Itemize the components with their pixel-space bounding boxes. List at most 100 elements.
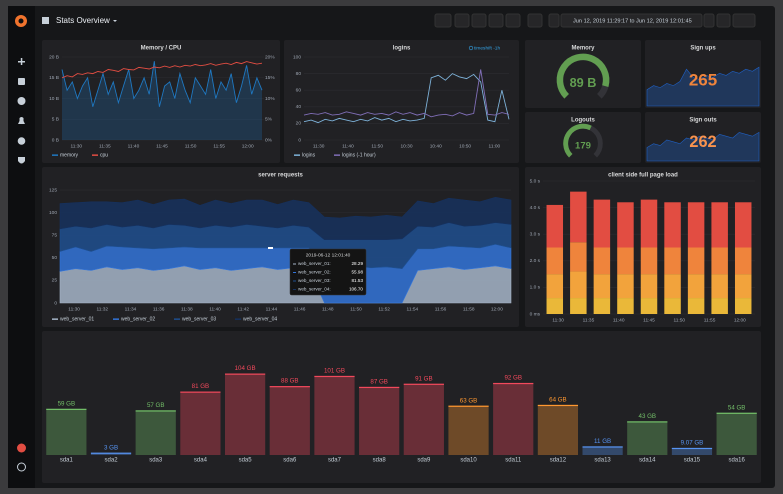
x-tick-label: 11:55 <box>213 143 225 149</box>
time-range[interactable]: Jun 12, 2019 11:29:17 to Jun 12, 2019 12… <box>573 18 692 24</box>
gauge-label: 179 <box>575 141 591 152</box>
panel-title: Memory / CPU <box>141 46 182 52</box>
panel-title: client side full page load <box>608 173 678 179</box>
panel <box>645 40 761 108</box>
bar-cap <box>269 386 310 388</box>
bar-category: sda16 <box>728 458 745 464</box>
panel <box>284 40 519 163</box>
bar-value-label: 9.07 GB <box>681 440 704 447</box>
bar-category: sda4 <box>194 458 208 464</box>
hover-marker <box>268 247 274 249</box>
bar-segment <box>617 298 634 314</box>
y-tick-label: 5 B <box>52 117 59 123</box>
dashboard-icon <box>42 17 49 24</box>
panel-title: Logouts <box>571 118 595 124</box>
series-fill <box>62 61 262 141</box>
tooltip-name: web_server_02: <box>298 270 331 275</box>
stacked-area <box>59 196 512 240</box>
legend-swatch <box>92 154 98 156</box>
stat-value: 265 <box>689 70 717 89</box>
y-tick-label: 20 B <box>49 54 59 60</box>
bar-segment <box>570 191 587 243</box>
bar-value-label: 81 GB <box>192 383 210 390</box>
add-panel-button[interactable] <box>434 13 452 28</box>
panel-title: Sign ups <box>690 46 716 52</box>
annotation: timeshift -1h <box>474 45 500 51</box>
dashboard-title[interactable]: Stats Overview <box>56 16 110 25</box>
x-tick-label: 12:00 <box>491 306 503 312</box>
zoom-button[interactable] <box>716 13 731 28</box>
refresh-button[interactable] <box>732 13 756 28</box>
star-button[interactable] <box>454 13 470 28</box>
x-tick-label: 11:50 <box>673 317 685 323</box>
bar-value-label: 54 GB <box>728 404 746 411</box>
legend-swatch <box>334 154 340 156</box>
x-tick-label: 10:30 <box>400 143 412 149</box>
bar-cap <box>716 412 757 414</box>
bar-value-label: 43 GB <box>639 413 657 420</box>
y-tick-label: 0 <box>54 300 57 306</box>
panel-title: server requests <box>258 173 303 179</box>
time-back-button[interactable] <box>548 13 560 28</box>
bar-segment <box>546 204 564 248</box>
legend-label: logins <box>302 152 316 158</box>
time-forward-button[interactable] <box>703 13 715 28</box>
bar-cap <box>493 382 534 385</box>
bar-segment <box>711 202 728 248</box>
y-tick-label: 5.0 s <box>530 178 541 184</box>
tv-button[interactable] <box>527 13 543 28</box>
bar-segment <box>734 247 752 275</box>
tooltip-swatch <box>293 289 297 290</box>
gauge-value <box>556 53 610 99</box>
share-button[interactable] <box>471 13 487 28</box>
alert-icon[interactable] <box>18 117 25 124</box>
y-tick-label: 80 <box>296 71 302 77</box>
legend-swatch <box>294 154 300 156</box>
avatar[interactable] <box>17 443 26 453</box>
y-tick-label: 0 B <box>52 137 59 143</box>
bar <box>46 408 87 455</box>
bar-segment <box>734 202 752 248</box>
tooltip-value: 81.53 <box>352 278 364 283</box>
bar-cap <box>359 386 400 389</box>
settings-button[interactable] <box>505 13 521 28</box>
x-tick-label: 11:40 <box>342 143 354 149</box>
x-tick-label: 11:46 <box>294 306 306 312</box>
add-icon[interactable] <box>20 58 23 65</box>
legend-swatch <box>235 318 241 320</box>
sidebar <box>8 6 35 488</box>
bar-cap <box>537 404 579 407</box>
bar-category: sda2 <box>105 458 119 464</box>
shield-icon[interactable] <box>18 157 25 164</box>
dashboards-icon[interactable] <box>18 78 25 85</box>
x-tick-label: 11:58 <box>463 306 475 312</box>
bar-segment <box>734 274 752 299</box>
logo-hole <box>18 18 24 24</box>
x-tick-label: 12:00 <box>734 317 746 323</box>
explore-icon[interactable] <box>17 97 26 105</box>
time-picker[interactable] <box>560 13 703 28</box>
y-tick-label: 15 B <box>49 75 59 81</box>
series-line <box>61 61 263 79</box>
help-icon[interactable] <box>17 462 26 472</box>
config-icon[interactable] <box>17 137 26 145</box>
legend-swatch <box>52 318 58 320</box>
bar-segment <box>570 298 587 314</box>
bar-value-label: 92 GB <box>504 375 522 382</box>
save-button[interactable] <box>488 13 504 28</box>
legend-swatch <box>52 154 58 156</box>
bar-category: sda3 <box>149 458 163 464</box>
bar-value-label: 59 GB <box>58 400 76 407</box>
bar-category: sda10 <box>460 458 477 464</box>
y-tick-label: 4.0 s <box>530 205 541 211</box>
bar-segment <box>546 298 564 314</box>
series-line <box>61 61 263 107</box>
bar <box>582 446 623 455</box>
bar-segment <box>687 274 705 299</box>
panel-title: Sign outs <box>689 118 717 124</box>
bar-segment <box>570 242 587 272</box>
x-tick-label: 11:38 <box>181 306 193 312</box>
bar-cap <box>582 446 623 448</box>
x-tick-label: 11:30 <box>552 317 564 323</box>
bar-segment <box>711 298 728 314</box>
